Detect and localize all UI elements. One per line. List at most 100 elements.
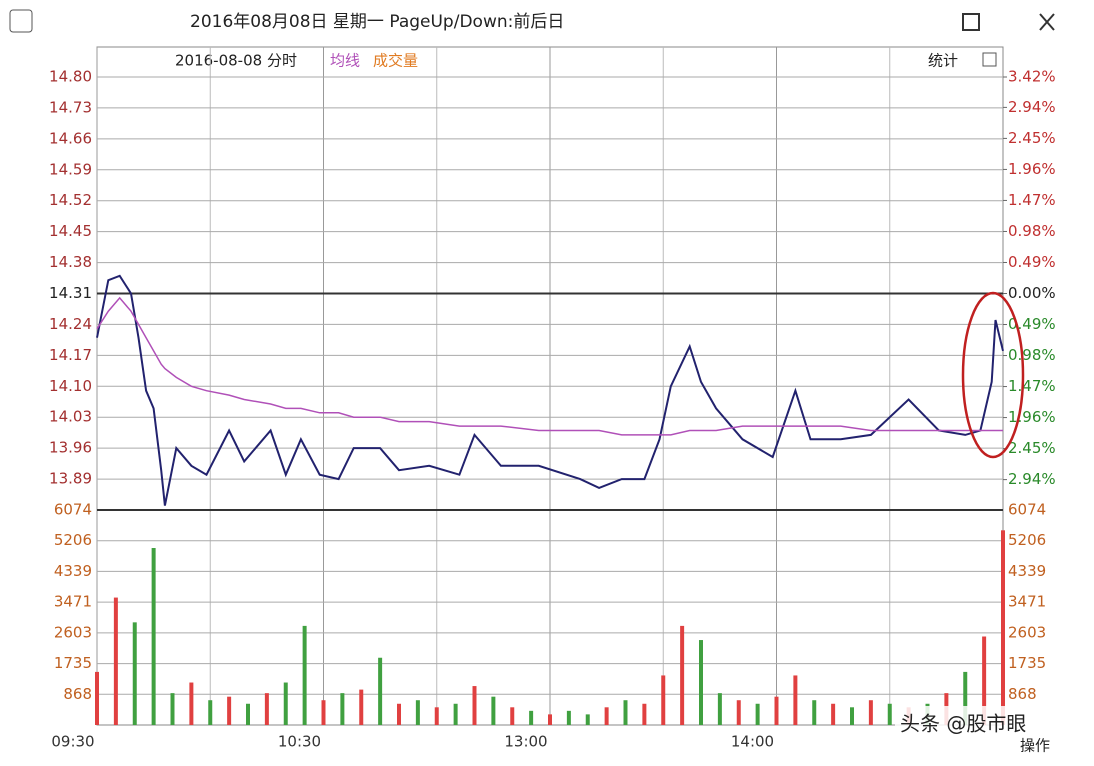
maximize-button[interactable] xyxy=(962,13,980,31)
volume-bar xyxy=(887,703,892,725)
y-tick-label: 14.45 xyxy=(49,222,92,240)
volume-bar xyxy=(453,703,458,725)
volume-bar xyxy=(850,707,854,725)
window-title: 2016年08月08日 星期一 PageUp/Down:前后日 xyxy=(190,12,564,32)
x-tick-label: 13:00 xyxy=(504,733,547,751)
volume-bar xyxy=(321,700,326,725)
y-tick-label: 4339 xyxy=(54,562,92,580)
y2-tick-label: 2.45% xyxy=(1008,439,1056,457)
x-tick-label: 10:30 xyxy=(278,733,321,751)
y-tick-label: 14.03 xyxy=(49,408,92,426)
y-tick-label: 14.31 xyxy=(49,284,92,302)
y2-tick-label: 0.49% xyxy=(1008,253,1056,271)
close-button[interactable] xyxy=(1039,13,1055,31)
app-icon xyxy=(9,9,33,33)
plot: 09:30 10:30 13:00 14:00 13.89 13.96 14.03 14.10… xyxy=(49,47,1056,751)
y-tick-label: 3471 xyxy=(54,593,92,611)
volume-bar xyxy=(472,686,477,725)
volume-bar xyxy=(529,710,534,725)
chart-subtitle: 2016-08-08 分时 xyxy=(175,52,297,70)
y-tick-label: 14.52 xyxy=(49,191,92,209)
y2-tick-label: 3471 xyxy=(1008,593,1046,611)
y-tick-label: 5206 xyxy=(54,531,92,549)
volume-bar xyxy=(868,700,873,725)
y2-tick-label: 1.47% xyxy=(1008,377,1056,395)
y2-tick-label: 0.98% xyxy=(1008,346,1056,364)
x-tick-label: 14:00 xyxy=(731,733,774,751)
volume-bar xyxy=(982,636,987,725)
volume-bar xyxy=(812,700,817,725)
volume-bar xyxy=(661,675,666,725)
volume-bar xyxy=(831,703,836,725)
y-tick-label: 14.59 xyxy=(49,160,92,178)
volume-bar xyxy=(208,700,213,725)
y-tick-label: 14.66 xyxy=(49,129,92,147)
y2-tick-label: 1.96% xyxy=(1008,160,1056,178)
volume-bar xyxy=(604,707,609,725)
y2-tick-label: 6074 xyxy=(1008,501,1046,519)
volume-bar xyxy=(623,700,628,725)
y2-tick-label: 2.94% xyxy=(1008,98,1056,116)
volume-bar xyxy=(397,703,401,725)
y-tick-label: 14.24 xyxy=(49,315,92,333)
volume-bar xyxy=(132,622,137,725)
volume-bar xyxy=(340,693,345,725)
volume-bar xyxy=(736,700,741,725)
y2-tick-label: 1.96% xyxy=(1008,408,1056,426)
y-tick-label: 14.80 xyxy=(49,68,92,86)
volume-bar xyxy=(434,707,439,725)
y2-tick-label: 2603 xyxy=(1008,623,1046,641)
legend-average: 均线 xyxy=(330,52,360,70)
volume-bar xyxy=(510,707,515,725)
volume-bar xyxy=(246,703,250,725)
y2-tick-label: 0.98% xyxy=(1008,222,1056,240)
y-tick-label: 14.38 xyxy=(49,253,92,271)
volume-bar xyxy=(755,703,760,725)
volume-bar xyxy=(283,682,288,725)
y-tick-label: 6074 xyxy=(54,501,92,519)
legend-volume: 成交量 xyxy=(373,52,418,70)
volume-bar xyxy=(227,696,232,725)
volume-bar xyxy=(415,700,420,725)
volume-bar xyxy=(642,703,647,725)
average-line xyxy=(96,296,1003,436)
volume-bar xyxy=(491,696,496,725)
y-tick-label: 1735 xyxy=(54,654,92,672)
y2-tick-label: 868 xyxy=(1008,685,1037,703)
x-tick-label: 09:30 xyxy=(51,733,94,751)
y2-tick-label: 4339 xyxy=(1008,562,1046,580)
volume-bar xyxy=(170,693,175,725)
action-button[interactable]: 操作 xyxy=(1020,737,1050,755)
watermark-bg xyxy=(895,706,1080,742)
y2-tick-label: 5206 xyxy=(1008,531,1046,549)
volume-bar xyxy=(717,693,722,725)
volume-bar xyxy=(359,689,364,725)
volume-bar xyxy=(963,671,968,725)
volume-bar xyxy=(264,693,269,725)
price-line xyxy=(96,274,1004,506)
y2-tick-label: 0.00% xyxy=(1008,284,1056,302)
stats-icon[interactable] xyxy=(982,52,997,67)
volume-bar xyxy=(548,714,552,725)
y-tick-label: 13.89 xyxy=(49,470,92,488)
volume-bar xyxy=(113,597,118,725)
volume-bar xyxy=(95,671,99,725)
y-tick-label: 14.10 xyxy=(49,377,92,395)
volume-bar xyxy=(699,640,703,725)
volume-bar xyxy=(151,548,156,725)
y2-tick-label: 3.42% xyxy=(1008,68,1056,86)
volume-bar xyxy=(774,696,779,725)
y2-tick-label: 1735 xyxy=(1008,654,1046,672)
y2-tick-label: 1.47% xyxy=(1008,191,1056,209)
stats-button[interactable]: 统计 xyxy=(928,52,958,70)
volume-bar xyxy=(566,710,571,725)
watermark: 头条 @股市眼 xyxy=(900,712,1026,736)
volume-bar xyxy=(1001,530,1005,725)
y-tick-label: 14.73 xyxy=(49,98,92,116)
highlight-circle xyxy=(961,291,1025,459)
y2-tick-label: 2.45% xyxy=(1008,129,1056,147)
volume-bar xyxy=(302,625,307,725)
volume-bar xyxy=(378,657,383,725)
